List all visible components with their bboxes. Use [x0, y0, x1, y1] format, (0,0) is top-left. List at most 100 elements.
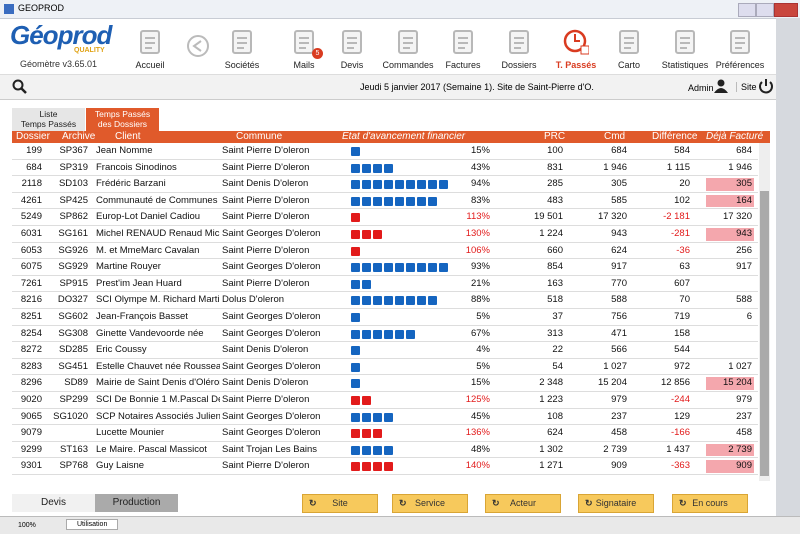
table-cell: Saint Denis D'oleron: [222, 377, 309, 389]
table-cell: 684: [736, 145, 752, 156]
table-cell: SP768: [59, 460, 88, 472]
table-cell: 770: [611, 277, 627, 289]
table-cell: 94%: [470, 178, 490, 190]
row-line: [12, 258, 758, 260]
zoom[interactable]: 100%: [18, 522, 36, 529]
progress-block: [428, 296, 437, 306]
toolbar-icon[interactable]: [563, 28, 590, 56]
toolbar-icon[interactable]: [137, 28, 163, 56]
filter-button[interactable]: ↻ Site: [302, 494, 378, 513]
column-header[interactable]: Cmd: [604, 131, 626, 142]
row-line: [12, 191, 758, 193]
table-cell: Prest'im Jean Huard: [96, 277, 182, 289]
table-cell: SG1020: [53, 410, 88, 422]
column-header[interactable]: Archive: [62, 131, 96, 142]
progress-block: [362, 296, 371, 306]
column-header[interactable]: Etat d'avancement financier: [342, 131, 466, 142]
toolbar-label[interactable]: Dossiers: [501, 60, 537, 70]
toolbar-icon[interactable]: [672, 28, 698, 56]
icon-graphic: [342, 30, 362, 54]
table-cell: 943: [706, 228, 754, 241]
toolbar-icon[interactable]: [339, 28, 365, 56]
filter-button[interactable]: ↻ Service: [392, 494, 468, 513]
back-arrow[interactable]: [186, 34, 210, 58]
table-cell: 7261: [20, 277, 42, 289]
table-cell: Communauté de Communes Le: [96, 194, 220, 206]
table-cell: -244: [670, 394, 690, 405]
filter-button[interactable]: ↻ Acteur: [485, 494, 561, 513]
scrollbar[interactable]: [759, 143, 770, 481]
table-cell: 624: [611, 244, 627, 256]
table-cell: 8272: [20, 344, 42, 356]
maximize-button[interactable]: [756, 3, 774, 17]
progress-block: [351, 445, 360, 455]
tab[interactable]: Temps Passés des Dossiers: [86, 108, 159, 132]
row-line: [12, 158, 758, 160]
table-cell: 48%: [470, 443, 490, 455]
close-button[interactable]: [774, 3, 798, 17]
toolbar-label[interactable]: T. Passés: [555, 60, 597, 70]
table-cell: 2 348: [539, 377, 563, 389]
table-cell: 1 223: [539, 394, 563, 405]
minimize-button[interactable]: [738, 3, 756, 17]
progress-block: [373, 296, 382, 306]
title-bar: GEOPROD: [0, 0, 800, 19]
table-cell: 17 320: [722, 211, 752, 223]
progress-block: [362, 279, 371, 289]
progress-block: [351, 412, 360, 422]
filter-button[interactable]: ↻ Signataire: [578, 494, 654, 513]
toolbar-icon[interactable]: [395, 28, 421, 56]
table-cell: 9299: [20, 443, 42, 455]
table-cell: 1 027: [603, 360, 627, 372]
table-cell: 54: [552, 360, 563, 372]
toolbar-label[interactable]: Mails: [293, 60, 315, 70]
column-header[interactable]: PRC: [544, 131, 566, 142]
column-header[interactable]: Déjà Facturé: [706, 131, 764, 142]
toolbar-label[interactable]: Commandes: [382, 60, 434, 70]
scroll-thumb[interactable]: [760, 191, 769, 476]
row-line: [12, 324, 758, 326]
bottom-tab[interactable]: Devis: [12, 494, 95, 512]
toolbar-label[interactable]: Statistiques: [661, 60, 709, 70]
column-header[interactable]: Différence: [652, 131, 698, 142]
progress-block: [351, 313, 360, 322]
table-cell: Saint Georges D'oleron: [222, 360, 321, 372]
toolbar-label[interactable]: Préférences: [715, 60, 765, 70]
toolbar-icon[interactable]: [506, 28, 532, 56]
table-cell: Saint Georges D'oleron: [222, 261, 321, 273]
toolbar-icon[interactable]: [291, 28, 317, 56]
table-cell: 909: [706, 460, 754, 473]
column-header[interactable]: Client: [115, 131, 141, 142]
table-cell: 67%: [470, 327, 490, 339]
toolbar-label[interactable]: Factures: [445, 60, 481, 70]
toolbar-icon[interactable]: [229, 28, 255, 56]
toolbar-icon[interactable]: [450, 28, 476, 56]
bottom-tab[interactable]: Production: [95, 494, 178, 512]
status-tab[interactable]: Utilisation: [66, 519, 119, 530]
table-cell: Europ-Lot Daniel Cadiou: [96, 211, 201, 223]
table-cell: 108: [547, 410, 563, 422]
filter-button[interactable]: ↻ En cours: [672, 494, 748, 513]
power-icon[interactable]: [758, 78, 774, 94]
toolbar-label[interactable]: Sociétés: [224, 60, 260, 70]
toolbar-icon[interactable]: [727, 28, 753, 56]
tab[interactable]: Liste Temps Passés: [12, 108, 85, 132]
table-cell: SCI Olympe M. Richard Martin: [96, 294, 220, 306]
progress-block: [362, 396, 371, 405]
column-header[interactable]: Dossier: [16, 131, 50, 142]
table-cell: 917: [611, 261, 627, 273]
toolbar-label[interactable]: Accueil: [135, 60, 165, 70]
row-line: [12, 341, 758, 343]
site-label[interactable]: Site: [736, 82, 757, 92]
user-icon[interactable]: [714, 79, 728, 93]
search-icon[interactable]: [12, 79, 28, 95]
table-cell: 20: [679, 178, 690, 190]
progress-block: [351, 346, 360, 356]
toolbar-label[interactable]: Devis: [340, 60, 364, 70]
progress-block: [384, 445, 393, 455]
toolbar-icon[interactable]: [616, 28, 642, 56]
toolbar-label[interactable]: Carto: [617, 60, 640, 70]
table-cell: 4261: [20, 194, 42, 206]
column-header[interactable]: Commune: [236, 131, 283, 142]
progress-block: [406, 296, 415, 306]
